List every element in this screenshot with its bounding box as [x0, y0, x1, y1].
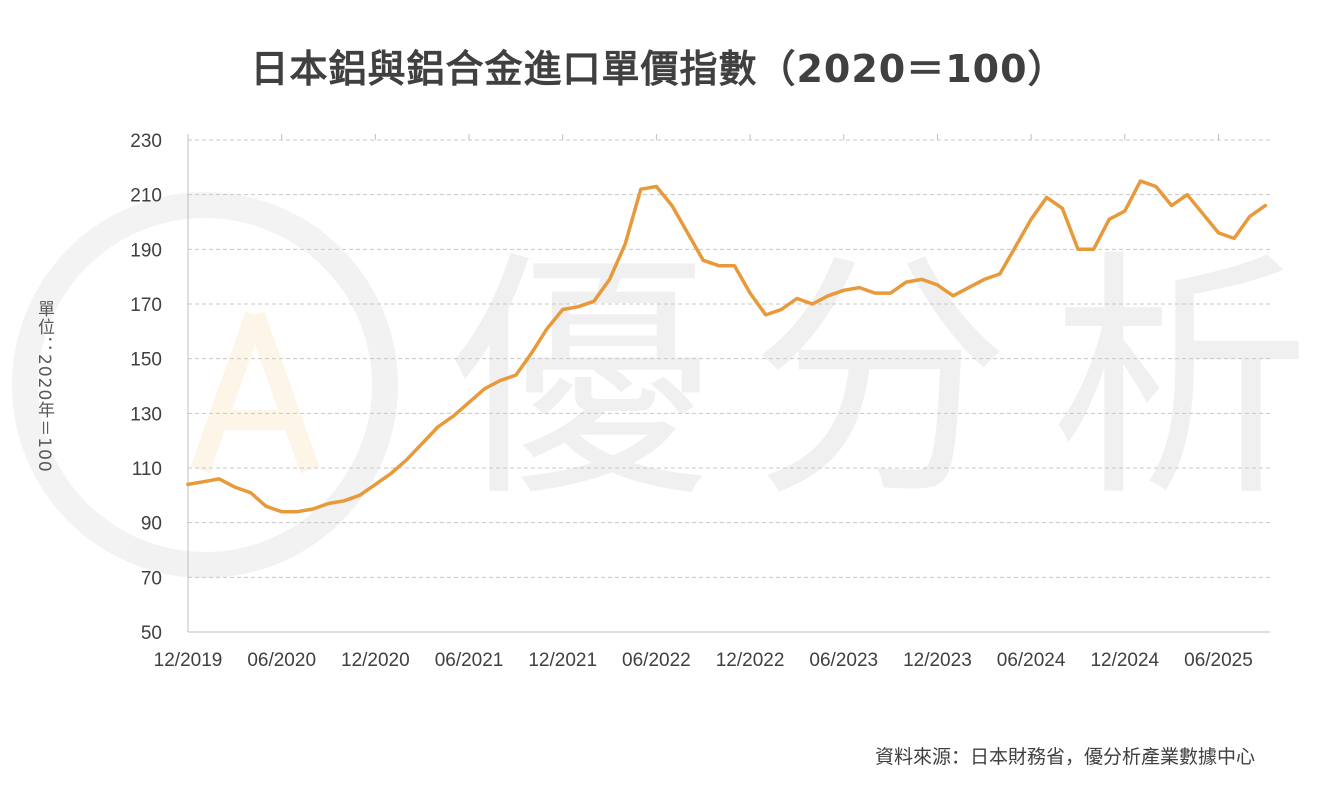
watermark-text: 優分析: [450, 230, 1317, 532]
x-tick-label: 06/2022: [622, 650, 691, 671]
x-tick-label: 12/2020: [341, 650, 410, 671]
x-tick-label: 06/2020: [247, 650, 316, 671]
y-tick-label: 110: [132, 459, 162, 480]
x-tick-label: 12/2023: [903, 650, 972, 671]
series-line: [186, 179, 1268, 514]
x-tick-label: 06/2025: [1184, 650, 1253, 671]
x-tick-label: 06/2023: [809, 650, 878, 671]
y-tick-label: 70: [141, 568, 162, 589]
watermark-logo-mark: [190, 311, 320, 474]
watermark-logo-circle: [12, 192, 398, 578]
x-tick-label: 12/2024: [1090, 650, 1159, 671]
x-tick-labels: 12/2019 06/2020 12/2020 06/2021 12/2021 06/20…: [154, 650, 1253, 671]
y-axis-unit-label: 單位：2020年＝100: [34, 300, 54, 473]
y-tick-label: 230: [130, 131, 162, 152]
x-tick-label: 12/2021: [528, 650, 597, 671]
y-tick-label: 130: [130, 404, 162, 425]
grid-lines: [187, 134, 1270, 578]
x-tick-label: 06/2021: [435, 650, 504, 671]
y-tick-label: 50: [141, 623, 162, 644]
y-tick-labels: 50 70 90 110 130 150 170 190 210 230: [130, 131, 162, 644]
source-note: 資料來源：日本財務省，優分析產業數據中心: [874, 746, 1255, 768]
chart-title: 日本鋁與鋁合金進口單價指數（2020＝100）: [250, 47, 1067, 91]
x-tick-label: 12/2019: [154, 650, 223, 671]
x-tick-label: 06/2024: [997, 650, 1066, 671]
x-tick-label: 12/2022: [716, 650, 785, 671]
y-tick-label: 90: [141, 514, 162, 535]
y-tick-label: 190: [130, 240, 162, 261]
y-tick-label: 170: [130, 295, 162, 316]
y-tick-label: 210: [130, 186, 162, 207]
y-tick-label: 150: [130, 350, 162, 371]
